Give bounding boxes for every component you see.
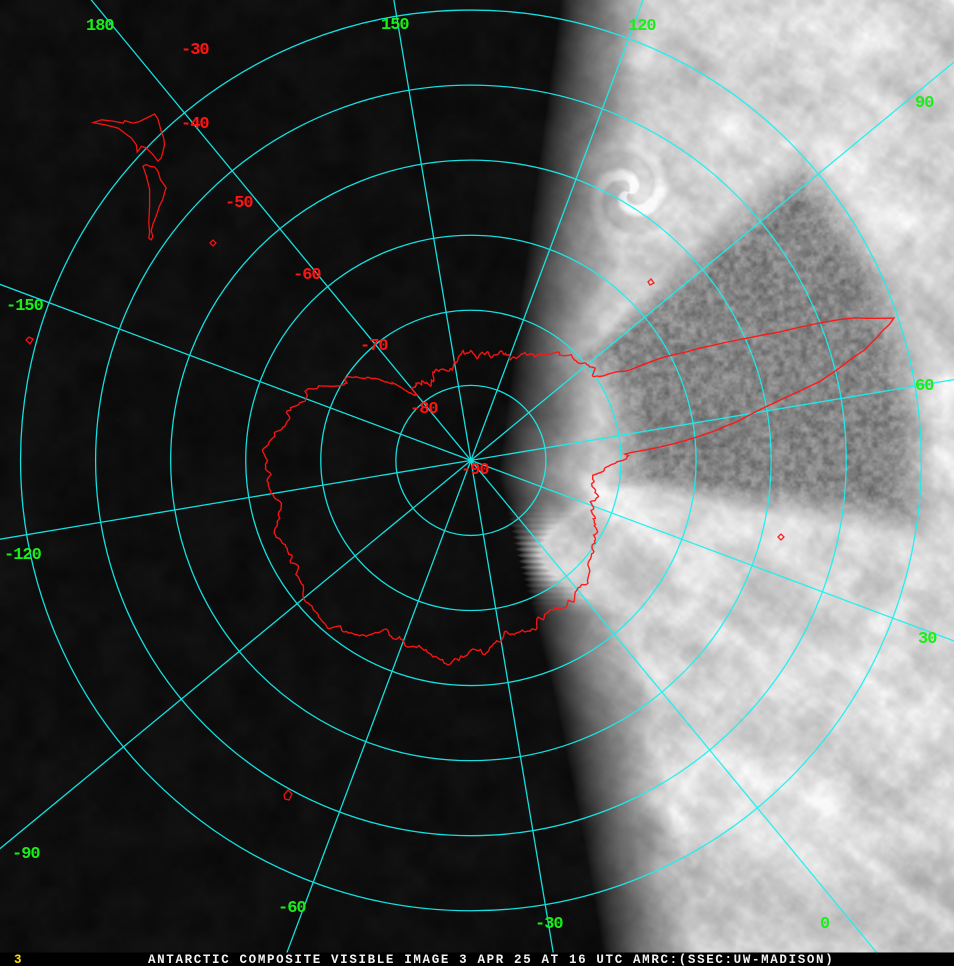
svg-text:-30: -30 [181,41,209,60]
svg-text:0: 0 [820,915,830,934]
svg-text:90: 90 [915,94,934,113]
svg-text:-90: -90 [461,461,489,480]
svg-text:-80: -80 [410,400,438,419]
svg-text:-90: -90 [12,845,40,864]
svg-text:-50: -50 [225,194,253,213]
svg-text:-30: -30 [535,915,563,934]
svg-text:ANTARCTIC COMPOSITE VISIBLE IM: ANTARCTIC COMPOSITE VISIBLE IMAGE 3 APR … [148,953,834,966]
svg-text:-120: -120 [4,546,42,565]
svg-text:3: 3 [14,953,22,966]
svg-text:-150: -150 [6,297,44,316]
svg-text:-60: -60 [278,899,306,918]
svg-text:180: 180 [86,17,114,36]
svg-text:-60: -60 [293,266,321,285]
svg-text:-40: -40 [181,115,209,134]
svg-text:150: 150 [381,16,409,35]
svg-text:-70: -70 [360,337,388,356]
svg-text:30: 30 [918,630,937,649]
svg-text:120: 120 [628,17,656,36]
svg-text:60: 60 [915,377,934,396]
